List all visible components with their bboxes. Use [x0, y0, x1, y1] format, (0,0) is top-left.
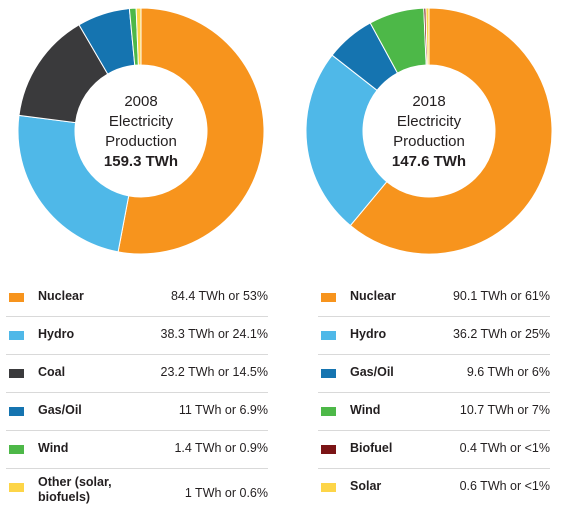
legend-row: Solar 0.6 TWh or <1% [318, 469, 550, 506]
slice-hydro [305, 54, 388, 227]
legend-value: 1 TWh or 0.6% [184, 486, 268, 500]
slice-nuclear [117, 7, 265, 255]
legend-swatch [321, 369, 336, 378]
center-total: 147.6 TWh [391, 153, 467, 170]
slice-solar [425, 7, 430, 66]
legend-name: Biofuel [350, 441, 393, 455]
legend-name: Solar [350, 479, 382, 493]
slice-hydro [17, 114, 130, 253]
legend-row: Gas/Oil 9.6 TWh or 6% [318, 355, 550, 393]
center-label-2018: 2018 Electricity Production 147.6 TWh [294, 92, 564, 172]
legend-row: Coal 23.2 TWh or 14.5% [6, 355, 268, 393]
legend-value: 84.4 TWh or 53% [170, 289, 268, 303]
legend-row: Other (solar, biofuels) 1 TWh or 0.6% [6, 469, 268, 517]
legend-value: 9.6 TWh or 6% [466, 365, 550, 379]
legend-swatch [321, 293, 336, 302]
center-total: 159.3 TWh [103, 153, 179, 170]
legend-swatch [9, 293, 24, 302]
legend-swatch [321, 331, 336, 340]
legend-name: Hydro [38, 327, 75, 341]
legend-name: Wind [350, 403, 381, 417]
legend-swatch [9, 445, 24, 454]
legend-value: 0.4 TWh or <1% [459, 441, 550, 455]
legend-swatch [321, 407, 336, 416]
legend-row: Hydro 38.3 TWh or 24.1% [6, 317, 268, 355]
center-line1: Electricity [396, 113, 462, 130]
legend-row: Nuclear 84.4 TWh or 53% [6, 279, 268, 317]
center-year: 2018 [412, 93, 446, 110]
center-label-2008: 2008 Electricity Production 159.3 TWh [6, 92, 276, 172]
slice-nuclear [349, 7, 553, 255]
legend-value: 36.2 TWh or 25% [452, 327, 550, 341]
donut-svg-2018 [305, 7, 553, 255]
legend-swatch [321, 445, 336, 454]
legend-swatch [321, 483, 336, 492]
legend-row: Hydro 36.2 TWh or 25% [318, 317, 550, 355]
legend-row: Wind 1.4 TWh or 0.9% [6, 431, 268, 469]
legend-value: 10.7 TWh or 7% [459, 403, 550, 417]
legend-value: 23.2 TWh or 14.5% [160, 365, 268, 379]
legend-2018: Nuclear 90.1 TWh or 61% Hydro 36.2 TWh o… [318, 279, 550, 506]
legend-name: Coal [38, 365, 66, 379]
legend-row: Wind 10.7 TWh or 7% [318, 393, 550, 431]
donut-chart-2018: 2018 Electricity Production 147.6 TWh [294, 0, 564, 262]
legend-value: 1.4 TWh or 0.9% [174, 441, 268, 455]
legend-name: Nuclear [350, 289, 396, 303]
center-line2: Production [393, 133, 465, 150]
center-line1: Electricity [108, 113, 174, 130]
center-line2: Production [105, 133, 177, 150]
legend-value: 0.6 TWh or <1% [459, 479, 550, 493]
center-year: 2008 [124, 93, 158, 110]
legend-swatch [9, 369, 24, 378]
legend-swatch [9, 331, 24, 340]
donut-svg-2008 [17, 7, 265, 255]
legend-name: Wind [38, 441, 69, 455]
legend-row: Biofuel 0.4 TWh or <1% [318, 431, 550, 469]
legend-name: Nuclear [38, 289, 84, 303]
legend-row: Nuclear 90.1 TWh or 61% [318, 279, 550, 317]
legend-value: 90.1 TWh or 61% [452, 289, 550, 303]
legend-row: Gas/Oil 11 TWh or 6.9% [6, 393, 268, 431]
legend-2008: Nuclear 84.4 TWh or 53% Hydro 38.3 TWh o… [6, 279, 268, 517]
legend-swatch [9, 483, 24, 492]
legend-name: Gas/Oil [38, 403, 82, 417]
legend-name: Other (solar, biofuels) [38, 475, 112, 504]
legend-value: 11 TWh or 6.9% [178, 403, 268, 417]
donut-chart-2008: 2008 Electricity Production 159.3 TWh [6, 0, 276, 262]
legend-name: Gas/Oil [350, 365, 394, 379]
legend-value: 38.3 TWh or 24.1% [160, 327, 268, 341]
legend-swatch [9, 407, 24, 416]
slice-other-solar-biofuels [135, 7, 142, 66]
legend-name: Hydro [350, 327, 387, 341]
